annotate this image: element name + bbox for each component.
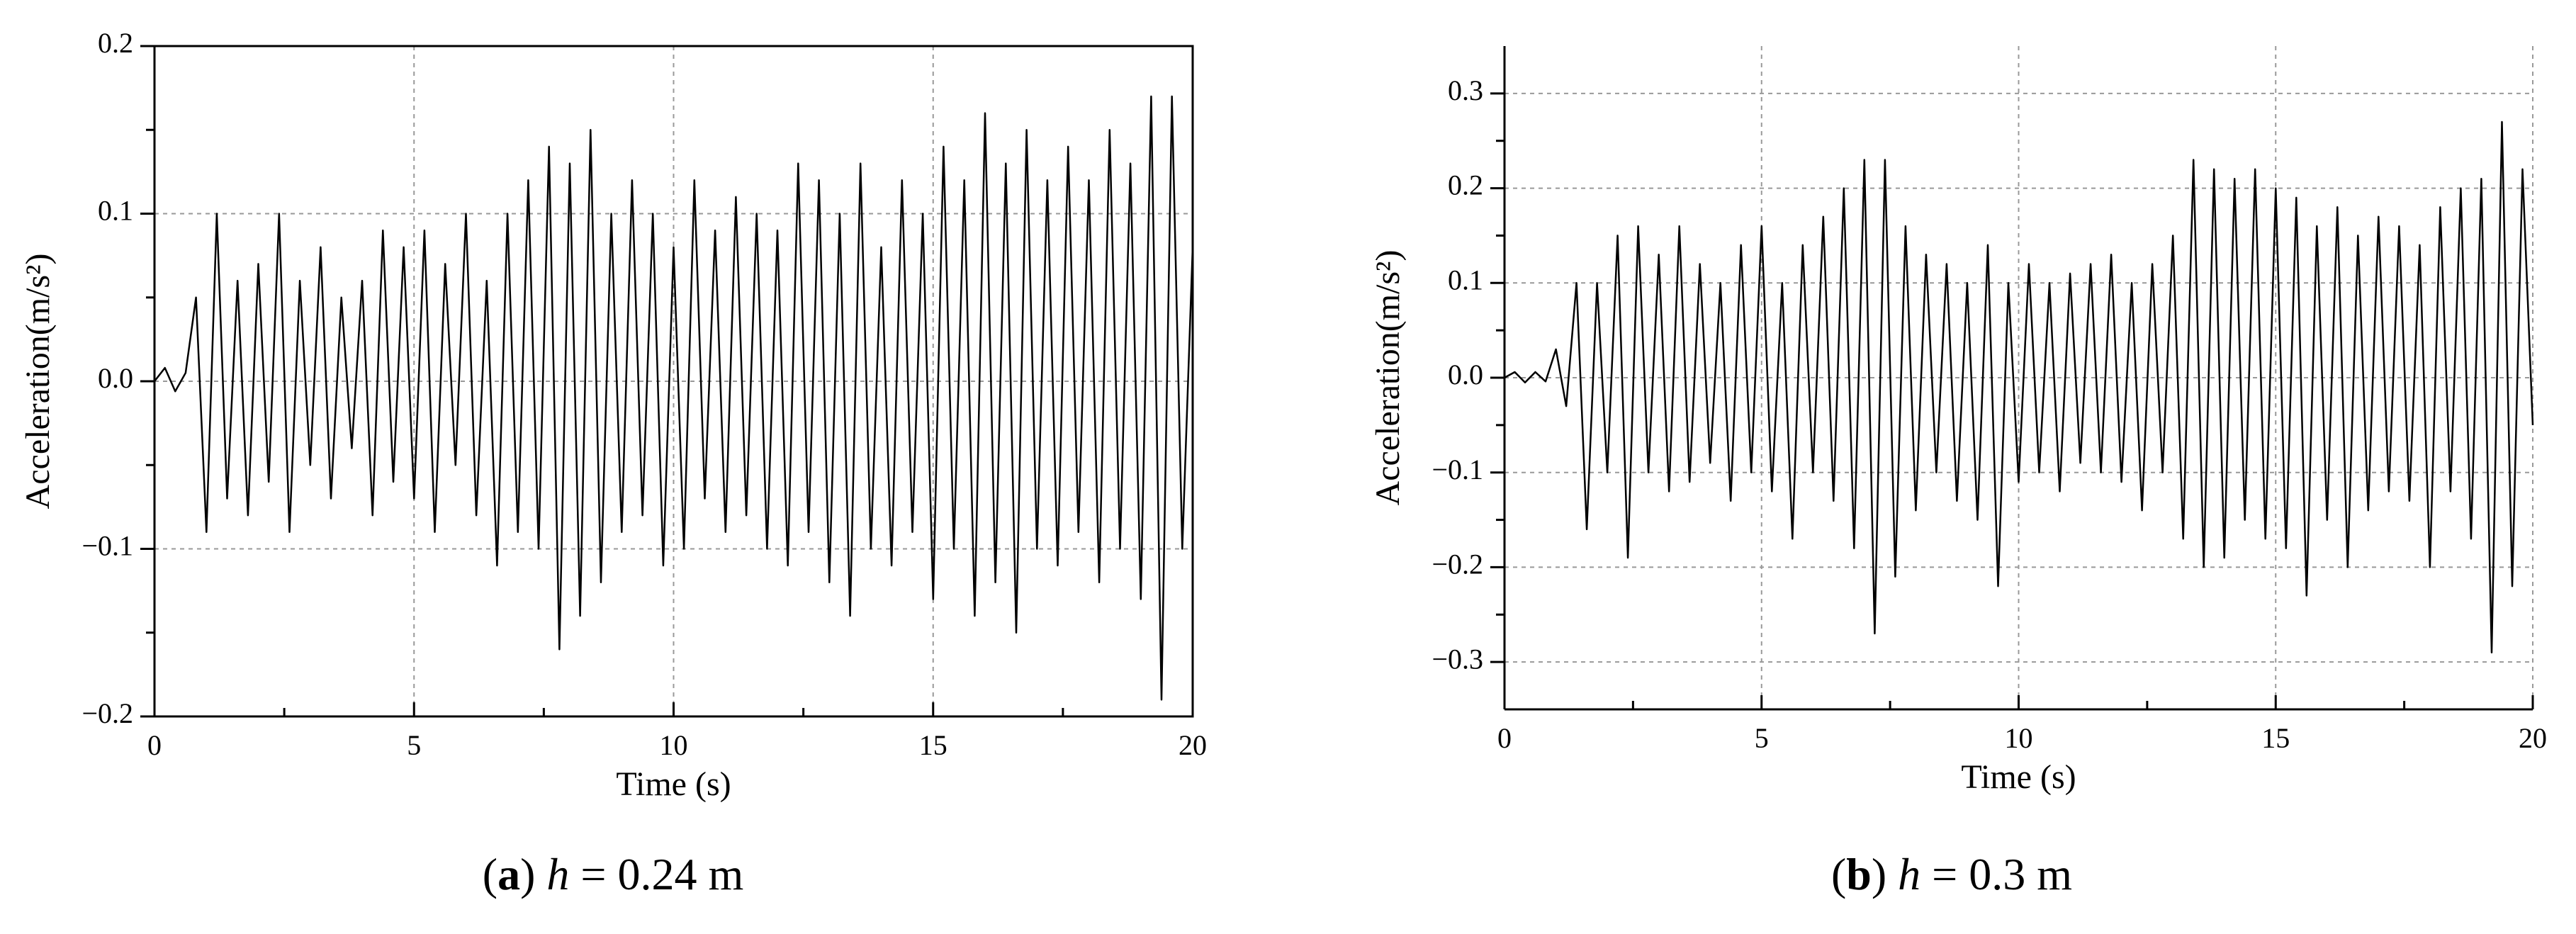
caption: (b) h = 0.3 m — [1831, 849, 2072, 899]
y-tick-label: 0.1 — [98, 195, 133, 227]
x-tick-label: 10 — [660, 729, 688, 761]
x-tick-label: 5 — [407, 729, 421, 761]
x-tick-label: 15 — [919, 729, 947, 761]
y-tick-label: −0.1 — [81, 530, 133, 562]
y-tick-label: 0.0 — [1448, 359, 1483, 390]
x-tick-label: 15 — [2261, 722, 2290, 754]
y-tick-label: −0.1 — [1432, 454, 1483, 485]
x-tick-label: 0 — [147, 729, 162, 761]
series-line — [154, 95, 1194, 701]
x-axis-label: Time (s) — [1961, 758, 2076, 796]
y-tick-label: 0.0 — [98, 362, 133, 394]
x-tick-label: 20 — [1179, 729, 1207, 761]
y-tick-label: 0.1 — [1448, 264, 1483, 296]
caption-part: ) — [1872, 849, 1898, 899]
series-line — [1504, 120, 2534, 654]
y-axis-label: Acceleration(m/s²) — [19, 254, 57, 510]
y-tick-label: 0.2 — [98, 27, 133, 59]
y-axis-label: Acceleration(m/s²) — [1369, 250, 1407, 506]
caption: (a) h = 0.24 m — [483, 849, 744, 899]
y-tick-label: 0.3 — [1448, 74, 1483, 106]
y-tick-label: −0.2 — [81, 697, 133, 729]
caption-part: h — [546, 849, 569, 899]
chart: 0 5 10 15 20 −0.3 −0.2 −0.1 0.0 0.1 0.2 0.3 Time (s)… — [1369, 46, 2547, 899]
caption-part: h — [1898, 849, 1920, 899]
caption-part: = 0.24 m — [569, 849, 743, 899]
caption-part: ( — [483, 849, 497, 899]
x-tick-label: 20 — [2519, 722, 2547, 754]
caption-part: a — [497, 849, 520, 899]
y-tick-label: −0.3 — [1432, 643, 1483, 675]
x-tick-label: 5 — [1755, 722, 1769, 754]
caption-part: b — [1846, 849, 1872, 899]
x-axis-label: Time (s) — [616, 765, 731, 803]
x-tick-label: 10 — [2005, 722, 2033, 754]
plot-frame — [153, 45, 1194, 718]
x-tick-label: 0 — [1497, 722, 1512, 754]
y-tick-label: −0.2 — [1432, 548, 1483, 580]
caption-part: ( — [1831, 849, 1846, 899]
caption-part: ) — [520, 849, 546, 899]
caption-part: = 0.3 m — [1920, 849, 2072, 899]
y-tick-label: 0.2 — [1448, 169, 1483, 201]
chart: 0 5 10 15 20 −0.2 −0.1 0.0 0.1 0.2 Time (s) Acceler… — [19, 27, 1207, 899]
